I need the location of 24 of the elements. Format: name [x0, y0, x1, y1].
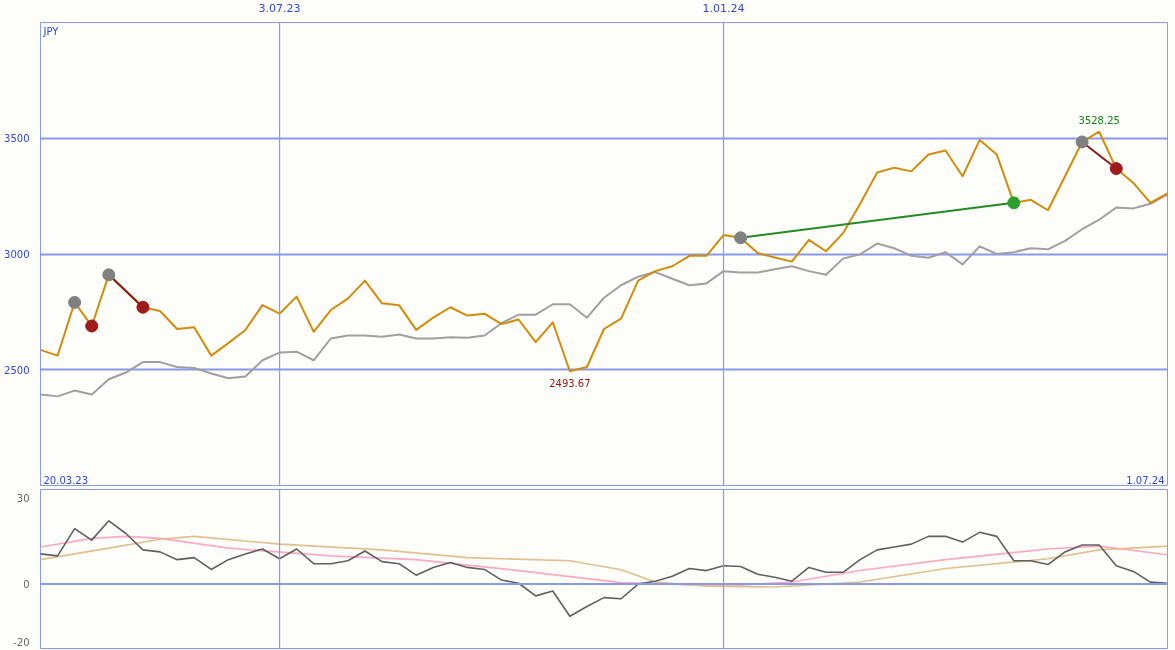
annotation: 1.07.24 — [1126, 474, 1165, 486]
y-tick-label: 2500 — [4, 364, 30, 376]
point — [85, 319, 99, 333]
x-tick-label: 1.01.24 — [702, 1, 745, 15]
line-series — [40, 520, 1168, 618]
point — [1075, 135, 1089, 149]
y-tick-label: 0 — [23, 579, 30, 591]
annotation: JPY — [42, 25, 60, 37]
line-series — [40, 130, 1168, 373]
y-tick-label: 30 — [16, 492, 30, 504]
annotation: 2493.67 — [549, 378, 591, 390]
x-tick-label: 3.07.23 — [258, 1, 301, 15]
annotation: 20.03.23 — [43, 474, 89, 486]
line-series — [40, 193, 1168, 398]
point — [1109, 162, 1123, 176]
point — [136, 300, 150, 314]
y-tick-label: 3000 — [4, 249, 30, 260]
y-tick-label: -20 — [13, 636, 30, 648]
y-tick-label: 3500 — [4, 133, 30, 145]
point — [102, 268, 116, 282]
point — [1007, 196, 1021, 210]
annotation: 3528.25 — [1078, 114, 1120, 126]
point — [734, 231, 748, 245]
point — [68, 295, 82, 309]
